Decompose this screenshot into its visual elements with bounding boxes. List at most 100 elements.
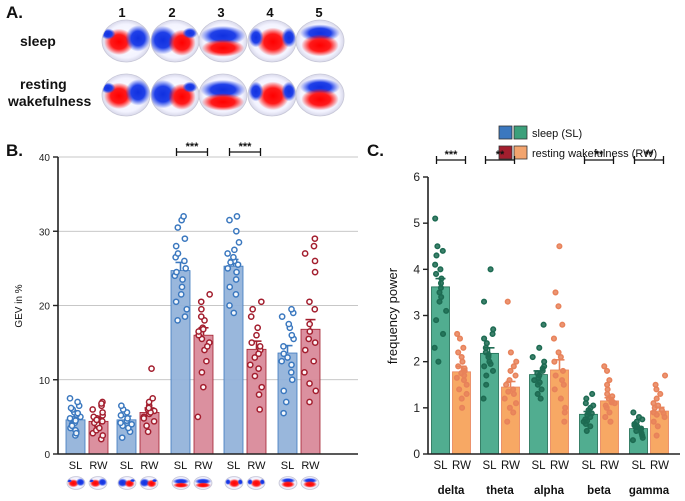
topomap-outline (139, 476, 159, 490)
data-point (505, 388, 512, 395)
data-point (487, 360, 494, 368)
topomap-blob-blue (182, 27, 198, 39)
topomap-outline (295, 19, 345, 63)
x-tick-label-sl: SL (433, 460, 448, 472)
y-tick-label: 40 (39, 153, 51, 164)
topomap-fill (194, 478, 212, 488)
x-tick-label-rw: RW (89, 460, 108, 472)
x-tick-label-sl: SL (482, 460, 497, 472)
data-point (178, 283, 186, 291)
data-point (512, 400, 520, 407)
panel-label-c: C. (367, 141, 384, 160)
row-label-resting-line1: resting (20, 76, 67, 92)
data-point (118, 434, 126, 442)
data-point (483, 340, 490, 347)
topomap-fill (248, 27, 296, 57)
data-point (140, 415, 148, 422)
data-point (232, 291, 240, 298)
data-point (179, 276, 186, 283)
small-topomap-sl-5 (278, 476, 298, 490)
topomap-outline (193, 476, 213, 490)
x-tick-label-rw: RW (247, 460, 266, 472)
data-point (534, 370, 541, 377)
legend-swatch-sleep-blue (498, 125, 513, 140)
small-topomap-rw-1 (88, 476, 108, 490)
data-point (199, 383, 207, 391)
data-point (541, 358, 548, 365)
data-point (650, 400, 657, 407)
data-point (456, 335, 464, 342)
data-point (437, 266, 444, 273)
data-point (227, 259, 234, 266)
data-point (504, 418, 511, 425)
map-column-3-label: 3 (217, 5, 224, 20)
data-point (652, 381, 659, 388)
x-tick-label-rw: RW (301, 460, 320, 472)
data-point (172, 242, 180, 250)
topomap-blob-blue (281, 81, 296, 102)
topomap-rw-2 (150, 73, 200, 117)
band-label-delta: delta (438, 485, 465, 497)
data-point (67, 404, 75, 412)
data-point (144, 428, 152, 436)
data-point (124, 415, 131, 422)
topomap-sleep-2 (150, 19, 200, 63)
data-point (453, 374, 460, 381)
data-point (256, 342, 264, 350)
data-point (172, 298, 180, 306)
significance-label: ** (496, 149, 505, 161)
data-point (199, 325, 207, 333)
map-column-4-label: 4 (266, 5, 274, 20)
data-point (306, 320, 314, 328)
data-point (507, 349, 514, 356)
data-point (551, 358, 558, 365)
data-point (540, 321, 547, 328)
topomap-blob-red (201, 93, 245, 111)
data-point (510, 363, 517, 370)
panel-c-frequency-chart: frequency power sleep (SL) resting wakef… (385, 125, 680, 497)
topomap-fill (248, 81, 296, 111)
x-tick-label-sl: SL (120, 460, 133, 472)
topomap-blob-red (301, 88, 339, 111)
data-point (512, 372, 519, 379)
data-point (459, 358, 466, 365)
data-point (280, 387, 288, 395)
topomap-sleep-3 (198, 19, 248, 63)
data-point (203, 342, 211, 350)
data-point (606, 377, 613, 384)
topomap-blob-red (256, 81, 290, 111)
data-point (149, 394, 157, 402)
data-point (455, 363, 462, 370)
data-point (226, 216, 233, 224)
data-point (143, 422, 150, 430)
data-point (99, 432, 107, 439)
y-tick-label: 30 (39, 227, 51, 238)
data-point (458, 395, 465, 402)
data-point (655, 402, 662, 409)
data-point (629, 437, 636, 444)
topomap-blob-blue (125, 79, 150, 106)
data-point (93, 416, 100, 424)
data-point (224, 250, 231, 257)
small-topomap-sl-4 (224, 476, 244, 490)
data-point (483, 381, 490, 388)
topomap-blob-blue (151, 478, 158, 483)
significance-label: ** (645, 149, 654, 161)
data-point (255, 365, 262, 372)
small-topomap-sl-1 (66, 476, 86, 490)
band-label-beta: beta (587, 485, 611, 497)
data-point (602, 402, 609, 409)
data-point (601, 363, 608, 370)
topomap-blob-blue (237, 478, 243, 485)
data-point (226, 283, 234, 291)
row-label-resting-line2: wakefulness (7, 93, 91, 109)
data-point (557, 354, 564, 361)
data-point (562, 404, 569, 411)
topomap-rw-3 (198, 73, 248, 117)
map-column-5-label: 5 (315, 5, 322, 20)
topomap-blob-red (228, 478, 241, 488)
data-point (280, 350, 288, 358)
topomap-fill (247, 478, 265, 488)
data-point (288, 376, 296, 384)
data-point (633, 418, 640, 425)
